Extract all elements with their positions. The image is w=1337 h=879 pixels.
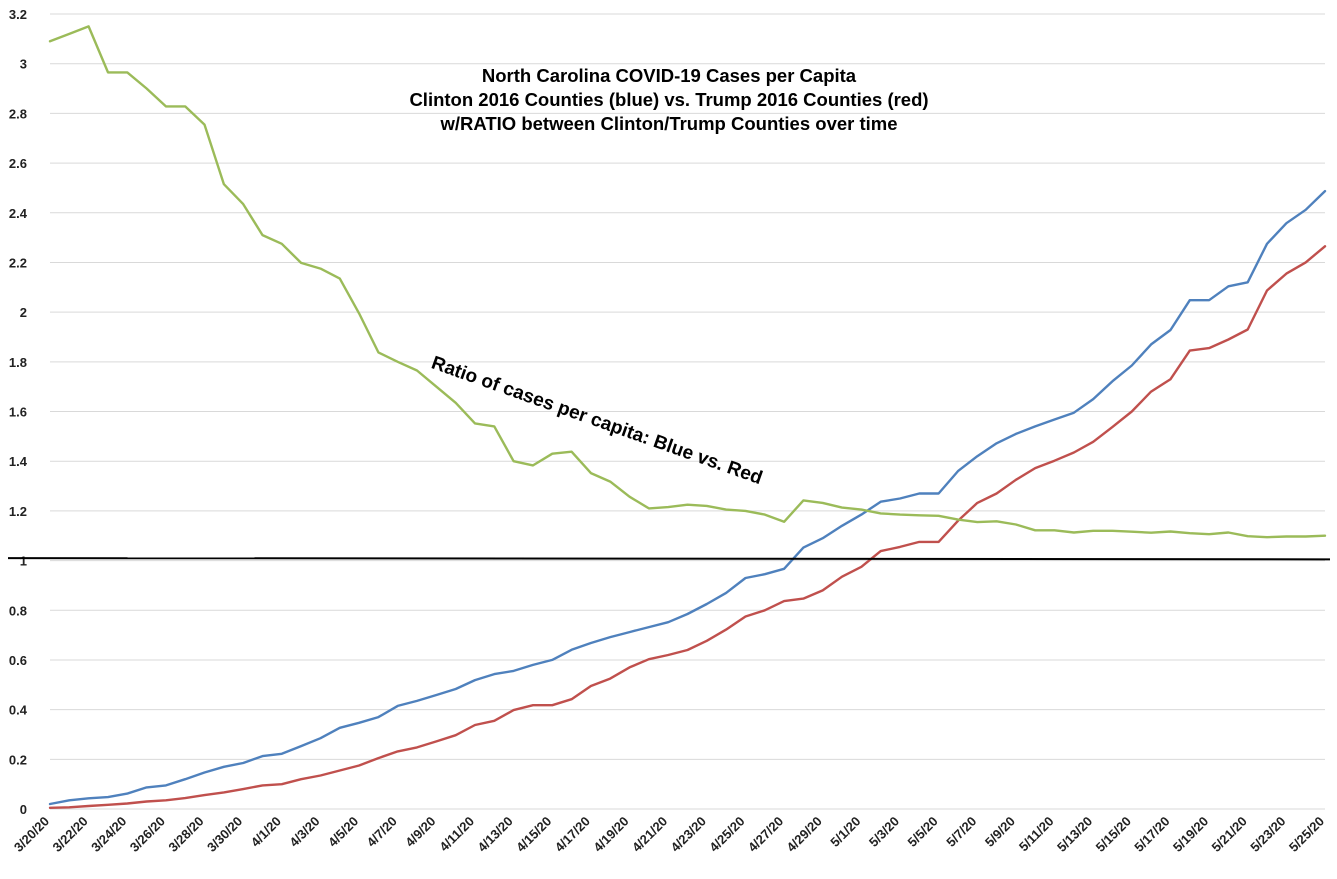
x-tick-label: 5/11/20 (1016, 814, 1057, 855)
title-line-1: North Carolina COVID-19 Cases per Capita (482, 65, 857, 86)
series-lines (48, 25, 1327, 809)
x-tick-label: 4/19/20 (590, 814, 631, 855)
x-tick-label: 4/9/20 (402, 814, 438, 850)
x-tick-label: 5/17/20 (1131, 814, 1172, 855)
reference-line-at-1 (7, 557, 1331, 561)
x-tick-label: 3/26/20 (127, 814, 168, 855)
y-tick-label: 0.4 (9, 703, 28, 718)
x-tick-label: 5/1/20 (827, 814, 863, 850)
x-tick-label: 4/25/20 (706, 814, 747, 855)
x-tick-label: 3/28/20 (165, 814, 206, 855)
y-tick-label: 2.2 (9, 255, 27, 270)
x-tick-label: 5/19/20 (1170, 814, 1211, 855)
x-tick-label: 5/25/20 (1286, 814, 1327, 855)
x-tick-label: 3/30/20 (204, 814, 245, 855)
x-tick-label: 4/1/20 (248, 814, 284, 850)
ratio-annotation: Ratio of cases per capita: Blue vs. Red (429, 353, 765, 489)
x-tick-label: 5/5/20 (905, 814, 941, 850)
y-axis-tick-labels: 0 0.2 0.4 0.6 0.8 1 1.2 1.4 1.6 1.8 2 2.2 2.4 2.6 2.8 3… (9, 7, 28, 817)
x-tick-label: 4/15/20 (513, 814, 554, 855)
y-tick-label: 2.4 (9, 206, 28, 221)
x-tick-label: 5/13/20 (1054, 814, 1095, 855)
x-tick-label: 3/20/20 (11, 814, 52, 855)
x-tick-label: 4/29/20 (784, 814, 825, 855)
gridlines (50, 13, 1325, 810)
x-tick-label: 4/5/20 (325, 814, 361, 850)
x-tick-label: 5/3/20 (866, 814, 902, 850)
y-tick-label: 1 (20, 554, 27, 569)
x-tick-label: 4/27/20 (745, 814, 786, 855)
y-tick-label: 0.2 (9, 752, 27, 767)
x-tick-label: 5/9/20 (982, 814, 1018, 850)
x-tick-label: 4/21/20 (629, 814, 670, 855)
y-tick-label: 0.6 (9, 653, 27, 668)
x-tick-label: 4/11/20 (436, 814, 477, 855)
chart-title: North Carolina COVID-19 Cases per Capita… (409, 65, 928, 134)
x-tick-label: 5/15/20 (1093, 814, 1134, 855)
x-tick-label: 4/13/20 (474, 814, 515, 855)
x-tick-label: 5/21/20 (1209, 814, 1250, 855)
title-line-2: Clinton 2016 Counties (blue) vs. Trump 2… (409, 89, 928, 110)
y-tick-label: 1.4 (9, 454, 28, 469)
series-line-red (48, 245, 1327, 809)
y-tick-label: 1.6 (9, 405, 27, 420)
y-tick-label: 0 (20, 802, 27, 817)
y-tick-label: 2 (20, 305, 27, 320)
x-tick-label: 4/23/20 (668, 814, 709, 855)
x-tick-label: 3/22/20 (49, 814, 90, 855)
series-line-green (48, 25, 1327, 539)
y-tick-label: 1.2 (9, 504, 27, 519)
x-tick-label: 5/23/20 (1247, 814, 1288, 855)
y-tick-label: 0.8 (9, 603, 27, 618)
series-line-blue (48, 189, 1327, 806)
x-tick-label: 4/7/20 (364, 814, 400, 850)
x-tick-label: 5/7/20 (943, 814, 979, 850)
x-axis-tick-labels: 3/20/203/22/203/24/203/26/203/28/203/30/… (11, 814, 1327, 855)
x-tick-label: 4/17/20 (552, 814, 593, 855)
y-tick-label: 3.2 (9, 7, 27, 22)
title-line-3: w/RATIO between Clinton/Trump Counties o… (439, 113, 897, 134)
x-tick-label: 4/3/20 (286, 814, 322, 850)
y-tick-label: 2.8 (9, 106, 27, 121)
y-tick-label: 3 (20, 57, 27, 72)
y-tick-label: 2.6 (9, 156, 27, 171)
y-tick-label: 1.8 (9, 355, 27, 370)
x-tick-label: 3/24/20 (88, 814, 129, 855)
